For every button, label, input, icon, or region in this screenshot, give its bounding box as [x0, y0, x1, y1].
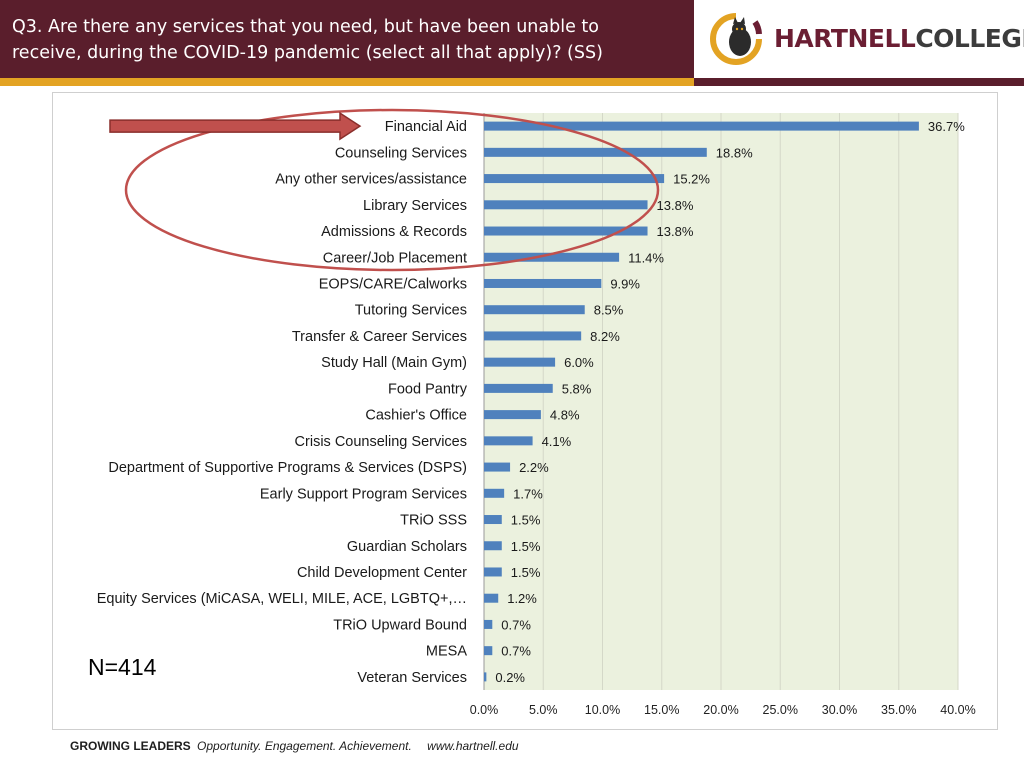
category-label: Career/Job Placement	[323, 250, 467, 266]
category-label: Transfer & Career Services	[292, 329, 467, 345]
bar	[484, 619, 493, 629]
page-title-line-1: Q3. Are there any services that you need…	[12, 17, 599, 37]
category-label: Department of Supportive Programs & Serv…	[108, 460, 467, 476]
sample-size-label: N=414	[88, 654, 157, 680]
category-label: Early Support Program Services	[260, 486, 467, 502]
category-label: Veteran Services	[357, 670, 467, 686]
bar	[484, 515, 502, 525]
category-label: Counseling Services	[335, 145, 467, 161]
footer-url[interactable]: www.hartnell.edu	[427, 739, 519, 753]
highlight-arrow	[109, 111, 362, 141]
services-bar-chart: 0.0% 5.0% 10.0% 15.0% 20.0% 25.0% 30.0% 35.0% 40…	[97, 108, 976, 717]
bar	[484, 462, 511, 472]
bar	[484, 410, 541, 420]
category-label: MESA	[426, 644, 467, 660]
data-label: 0.7%	[501, 617, 531, 632]
data-label: 1.7%	[513, 486, 543, 501]
college-wordmark: HARTNELLCOLLEGE	[774, 24, 1024, 53]
wordmark-part-2: COLLEGE	[915, 24, 1024, 53]
category-label: Any other services/assistance	[275, 172, 467, 188]
bar	[484, 593, 499, 603]
bar	[484, 383, 553, 393]
bar	[484, 672, 487, 682]
x-tick-label: 25.0%	[763, 703, 798, 717]
category-label: Admissions & Records	[321, 224, 467, 240]
data-label: 15.2%	[673, 172, 710, 187]
category-label: TRiO SSS	[400, 513, 467, 529]
bar	[484, 305, 585, 315]
data-label: 6.0%	[564, 355, 594, 370]
category-label: Financial Aid	[385, 119, 467, 135]
data-label: 8.5%	[594, 303, 624, 318]
bar	[484, 252, 620, 262]
data-label: 13.8%	[657, 198, 694, 213]
data-label: 2.2%	[519, 460, 549, 475]
data-label: 13.8%	[657, 224, 694, 239]
data-label: 1.2%	[507, 591, 537, 606]
footer: GROWING LEADERS Opportunity. Engagement.…	[70, 739, 519, 753]
bar	[484, 567, 502, 577]
bar	[484, 436, 533, 446]
x-tick-label: 0.0%	[470, 703, 499, 717]
category-label: TRiO Upward Bound	[333, 617, 467, 633]
category-label: Tutoring Services	[355, 303, 467, 319]
category-label: EOPS/CARE/Calworks	[319, 276, 467, 292]
chart-frame	[52, 92, 998, 730]
x-tick-label: 35.0%	[881, 703, 916, 717]
bar	[484, 174, 665, 184]
hartnell-logo: HARTNELLCOLLEGE	[694, 0, 1024, 78]
bar	[484, 121, 919, 131]
header-banner: Q3. Are there any services that you need…	[0, 0, 694, 78]
bar	[484, 226, 648, 236]
bar	[484, 331, 582, 341]
data-label: 1.5%	[511, 565, 541, 580]
category-label: Equity Services (MiCASA, WELI, MILE, ACE…	[97, 591, 467, 607]
category-label: Crisis Counseling Services	[295, 434, 467, 450]
bar	[484, 147, 707, 157]
data-label: 8.2%	[590, 329, 620, 344]
x-tick-label: 10.0%	[585, 703, 620, 717]
bar	[484, 357, 556, 367]
page-title: Q3. Are there any services that you need…	[12, 14, 682, 66]
data-label: 11.4%	[628, 250, 664, 265]
data-label: 0.2%	[495, 670, 525, 685]
data-label: 18.8%	[716, 145, 753, 160]
category-label: Child Development Center	[297, 565, 467, 581]
x-tick-label: 30.0%	[822, 703, 857, 717]
highlight-ellipse	[124, 108, 660, 272]
page-title-line-2: receive, during the COVID-19 pandemic (s…	[12, 43, 603, 63]
data-label: 36.7%	[928, 119, 965, 134]
data-label: 0.7%	[501, 644, 531, 659]
bar	[484, 488, 505, 498]
data-label: 1.5%	[511, 513, 541, 528]
category-label: Library Services	[363, 198, 467, 214]
header-maroon-stripe	[694, 78, 1024, 86]
category-label: Guardian Scholars	[347, 539, 467, 555]
data-label: 4.8%	[550, 408, 580, 423]
panther-logo-icon	[710, 13, 762, 65]
x-tick-label: 20.0%	[703, 703, 738, 717]
data-label: 4.1%	[542, 434, 572, 449]
x-tick-label: 40.0%	[940, 703, 975, 717]
bar	[484, 278, 602, 288]
bar	[484, 541, 502, 551]
x-tick-label: 5.0%	[529, 703, 558, 717]
footer-brand: GROWING LEADERS	[70, 739, 191, 753]
data-label: 9.9%	[610, 276, 640, 291]
category-label: Study Hall (Main Gym)	[321, 355, 467, 371]
bar	[484, 646, 493, 656]
footer-tagline: Opportunity. Engagement. Achievement.	[197, 739, 412, 753]
category-label: Food Pantry	[388, 381, 468, 397]
data-label: 1.5%	[511, 539, 541, 554]
data-label: 5.8%	[562, 381, 592, 396]
header-gold-stripe	[0, 78, 694, 86]
bar	[484, 200, 648, 210]
wordmark-part-1: HARTNELL	[774, 24, 916, 53]
x-tick-label: 15.0%	[644, 703, 679, 717]
category-label: Cashier's Office	[365, 408, 467, 424]
